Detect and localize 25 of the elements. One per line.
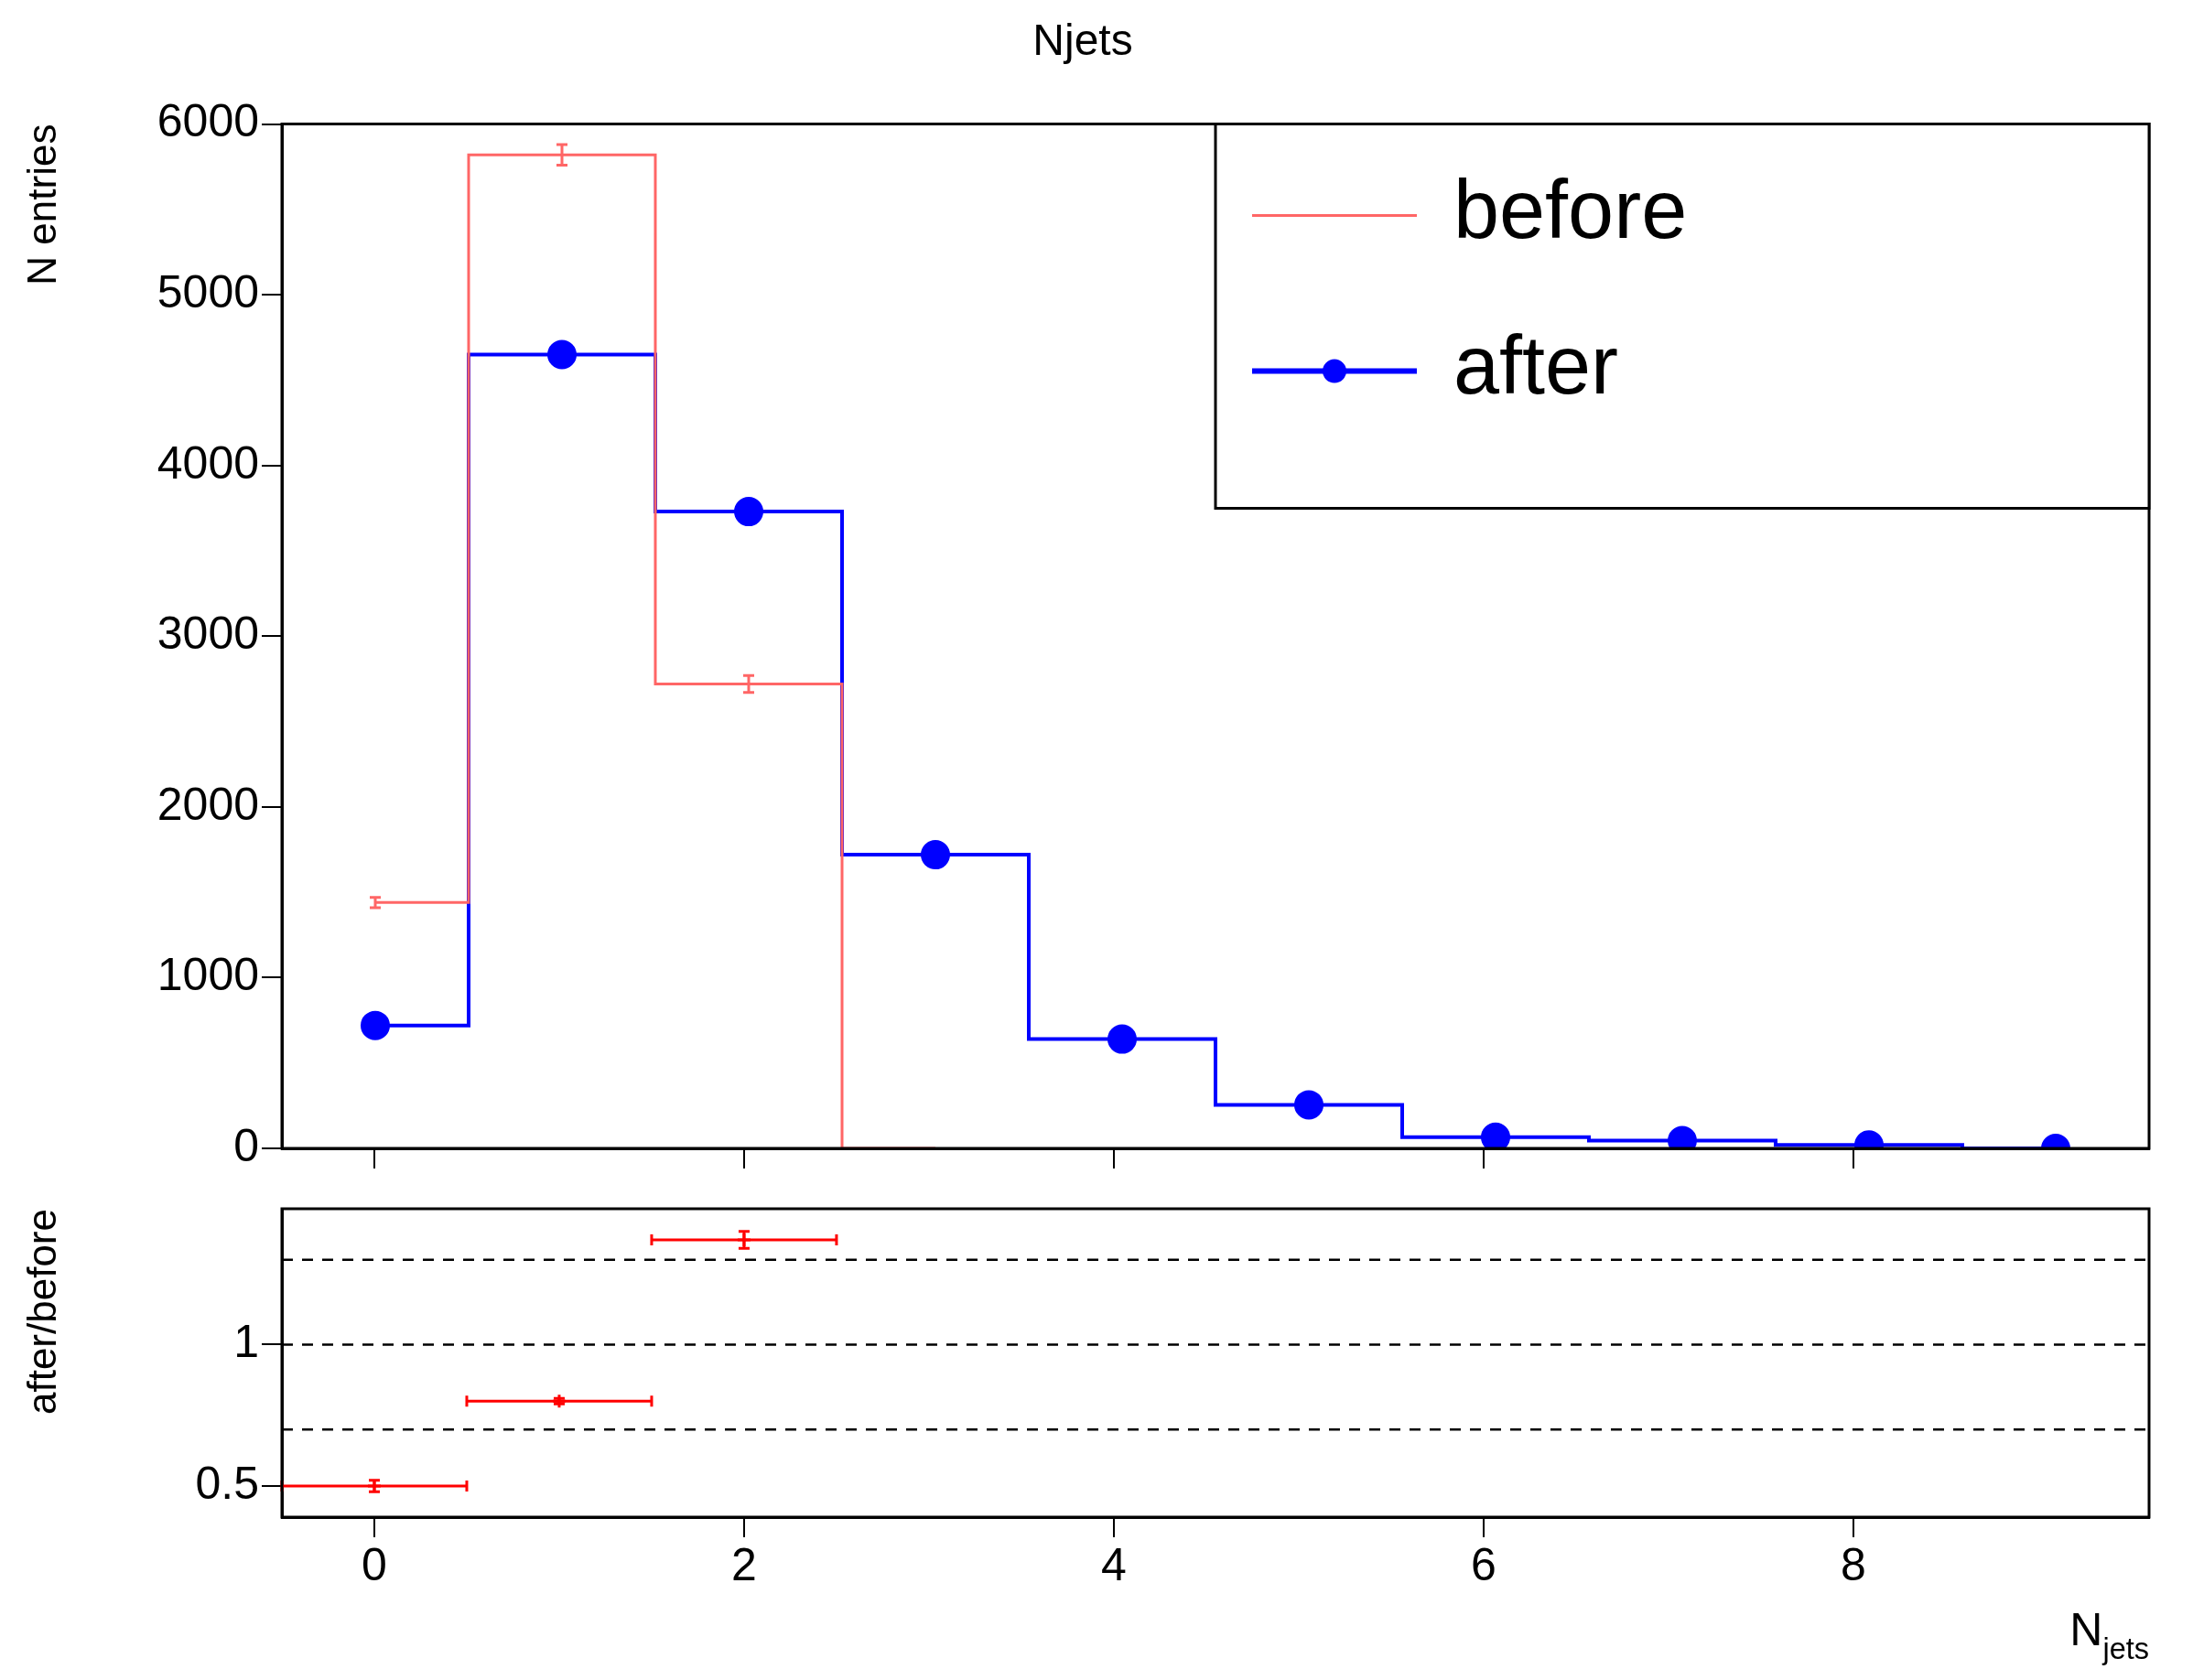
legend-label: before — [1453, 164, 1688, 256]
y-tick-label: 3000 — [157, 608, 259, 660]
y-tick-label: 4000 — [157, 436, 259, 489]
y-axis-title: N entries — [18, 124, 64, 285]
x-tick-label: 2 — [731, 1538, 757, 1590]
y-tick-label: 1 — [233, 1316, 259, 1368]
y-tick-label: 2000 — [157, 778, 259, 830]
x-tick-label: 8 — [1840, 1538, 1866, 1590]
point — [921, 840, 950, 870]
y-tick-label: 0 — [233, 1119, 259, 1171]
y-tick-label: 1000 — [157, 949, 259, 1001]
y-tick-label: 0.5 — [195, 1457, 259, 1509]
y-tick-label: 5000 — [157, 265, 259, 318]
point — [1107, 1024, 1137, 1054]
point — [1294, 1090, 1323, 1120]
point — [734, 497, 763, 527]
legend-label: after — [1453, 319, 1619, 412]
y-axis-title: after/before — [18, 1209, 64, 1416]
point — [1481, 1122, 1510, 1148]
x-tick-label: 0 — [362, 1538, 387, 1590]
point — [361, 1010, 390, 1040]
x-tick-label: 6 — [1470, 1538, 1496, 1590]
x-tick-label: 4 — [1101, 1538, 1127, 1590]
y-tick-label: 6000 — [157, 95, 259, 147]
chart-title: Njets — [1032, 16, 1133, 65]
